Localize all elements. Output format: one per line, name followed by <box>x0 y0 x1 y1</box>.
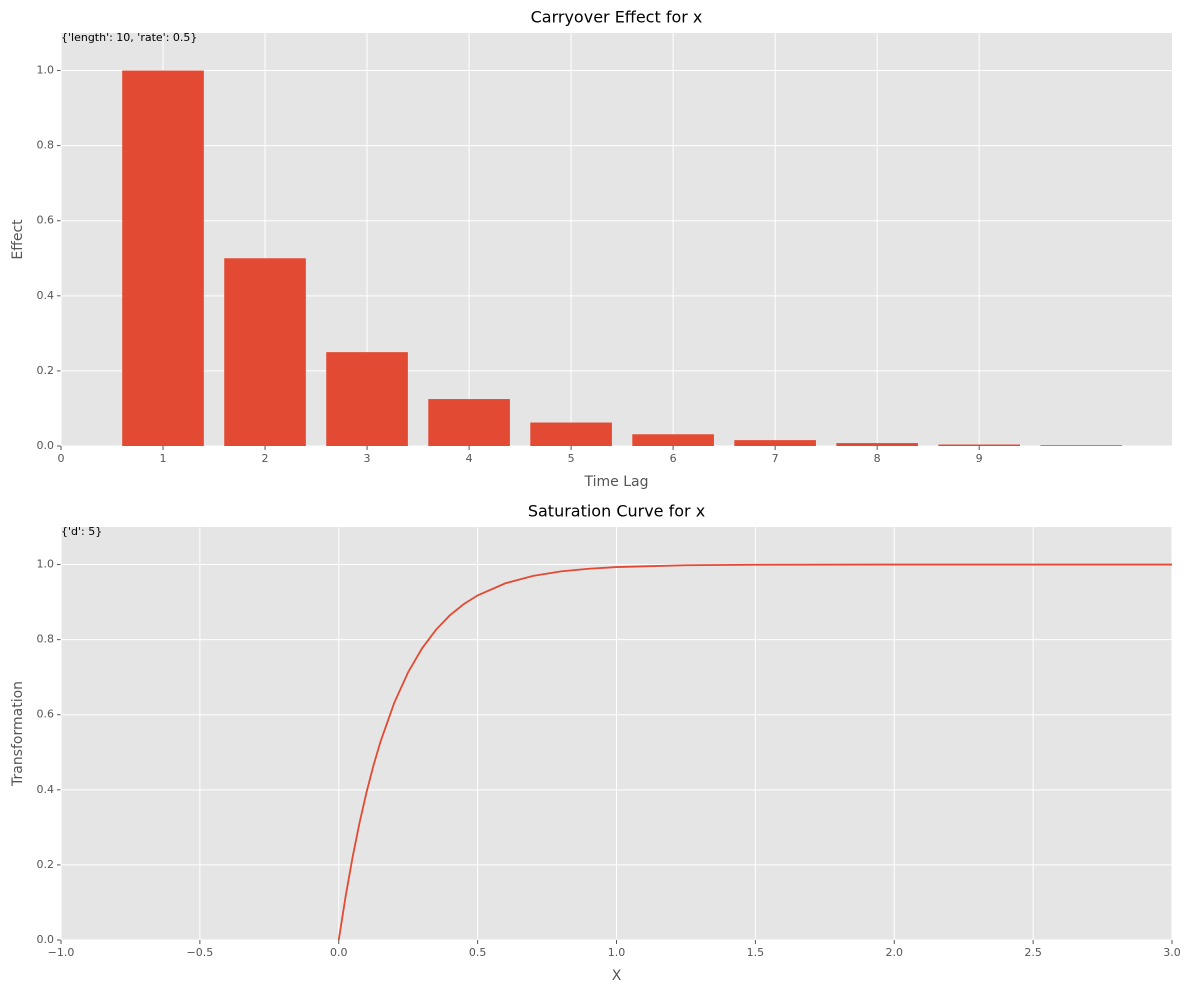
x-tick-label: −1.0 <box>48 946 75 959</box>
bar <box>224 258 306 446</box>
y-tick-label: 0.2 <box>37 364 55 377</box>
bar <box>122 70 204 446</box>
x-tick-label: 6 <box>670 452 677 465</box>
x-tick-label: 3 <box>364 452 371 465</box>
x-tick-label: 0 <box>58 452 65 465</box>
x-tick-label: 0.0 <box>330 946 348 959</box>
x-tick-label: −0.5 <box>187 946 214 959</box>
bar <box>836 443 918 446</box>
annotation: {'length': 10, 'rate': 0.5} <box>61 31 197 44</box>
x-tick-label: 1.5 <box>747 946 765 959</box>
y-axis-label: Transformation <box>10 681 26 787</box>
line <box>337 563 1172 941</box>
y-tick-label: 0.2 <box>37 858 55 871</box>
x-tick-label: 5 <box>568 452 575 465</box>
x-tick-label: 8 <box>874 452 881 465</box>
x-axis-label: X <box>612 968 622 984</box>
y-tick-label: 0.6 <box>37 708 55 721</box>
y-tick-label: 0.0 <box>37 439 55 452</box>
y-tick-label: 0.0 <box>37 933 55 946</box>
chart-title: Carryover Effect for x <box>531 8 703 27</box>
x-tick-label: 7 <box>772 452 779 465</box>
x-tick-label: 1 <box>160 452 167 465</box>
bar <box>938 444 1020 446</box>
bar <box>734 440 816 446</box>
x-tick-label: 1.0 <box>608 946 626 959</box>
y-tick-label: 1.0 <box>37 558 55 571</box>
y-axis-label: Effect <box>10 219 26 260</box>
y-tick-label: 0.4 <box>37 289 55 302</box>
y-tick-label: 1.0 <box>37 64 55 77</box>
x-tick-label: 3.0 <box>1163 946 1181 959</box>
x-tick-label: 2.0 <box>886 946 904 959</box>
x-tick-label: 4 <box>466 452 473 465</box>
chart-title: Saturation Curve for x <box>528 502 705 521</box>
bar <box>1040 445 1123 446</box>
bar <box>530 422 612 446</box>
y-tick-label: 0.4 <box>37 783 55 796</box>
bar <box>428 399 510 446</box>
annotation: {'d': 5} <box>61 525 102 538</box>
bar <box>326 352 408 446</box>
x-tick-label: 2 <box>262 452 269 465</box>
x-tick-label: 2.5 <box>1024 946 1042 959</box>
x-axis-label: Time Lag <box>584 474 649 490</box>
y-tick-label: 0.8 <box>37 139 55 152</box>
bar <box>632 434 714 446</box>
x-tick-label: 0.5 <box>469 946 487 959</box>
y-tick-label: 0.6 <box>37 214 55 227</box>
y-tick-label: 0.8 <box>37 633 55 646</box>
x-tick-label: 9 <box>976 452 983 465</box>
